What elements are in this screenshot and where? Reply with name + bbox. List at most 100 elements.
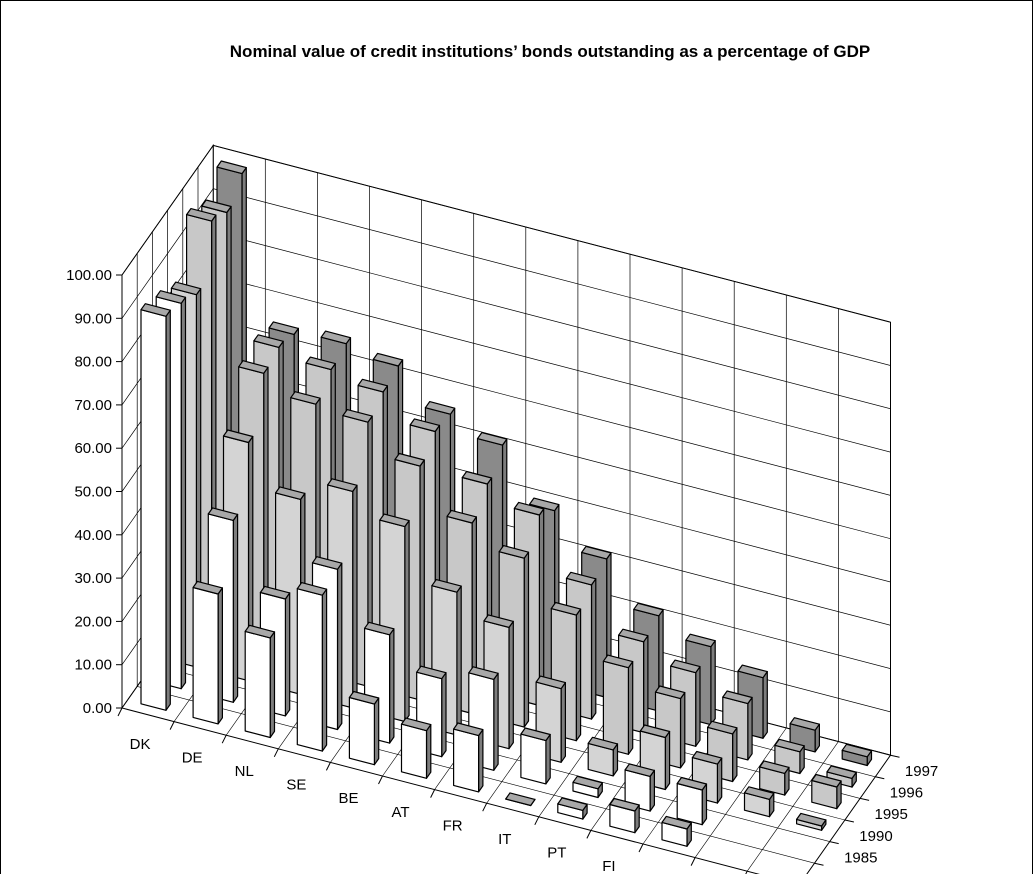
x-tick <box>221 734 227 744</box>
x-tick-label: BE <box>338 790 358 807</box>
bar-top <box>244 624 276 639</box>
bar-top <box>737 664 768 679</box>
bar-side <box>180 296 187 690</box>
bar-GR-1997 <box>841 743 873 767</box>
bar-top <box>670 659 701 674</box>
bar-DK-1980 <box>140 303 171 711</box>
bar-IT-1985 <box>520 727 551 785</box>
bar-top <box>513 501 545 516</box>
bar-top <box>535 675 567 690</box>
bar-top <box>170 281 202 296</box>
chart-title: Nominal value of credit institutions’ bo… <box>230 42 870 61</box>
bar-ES-1980 <box>661 815 692 847</box>
bar-PT-1990 <box>587 736 619 777</box>
x-tick-label: DK <box>130 736 151 753</box>
bar-side <box>575 608 582 742</box>
bar-front <box>140 309 167 711</box>
bar-GR-1990 <box>795 812 827 831</box>
bar-NL-1980 <box>244 624 276 739</box>
bar-top <box>296 581 328 596</box>
bar-side <box>493 672 499 771</box>
bar-front <box>676 782 703 826</box>
bar-top <box>453 722 484 737</box>
y-tick-label: 50.00 <box>74 484 112 501</box>
bar-IT-1980 <box>505 792 536 807</box>
chart-bars <box>140 160 873 847</box>
y-tick-label: 60.00 <box>74 440 112 457</box>
bar-top <box>192 580 223 595</box>
bar-side <box>389 628 395 744</box>
depth-tick-label: 1995 <box>875 806 908 823</box>
bar-ES-1985 <box>676 776 708 826</box>
bar-top <box>483 614 514 629</box>
y-tick-label: 40.00 <box>74 527 112 544</box>
bar-side <box>284 592 291 717</box>
x-tick <box>745 870 748 874</box>
bar-top <box>774 738 805 753</box>
bar-top <box>290 391 321 405</box>
bar-top <box>811 773 842 788</box>
bar-top <box>155 290 187 304</box>
bar-top <box>394 452 425 467</box>
bar-top <box>676 776 708 791</box>
bar-top <box>327 478 358 492</box>
y-tick-label: 30.00 <box>74 570 112 587</box>
bar-side <box>217 587 223 725</box>
bar-front <box>453 728 480 793</box>
bar-top <box>685 633 716 648</box>
depth-tick-label: 1996 <box>890 785 923 802</box>
bar-side <box>523 551 530 728</box>
bar-AT-1980 <box>400 717 432 779</box>
x-tick-label: FR <box>443 817 463 834</box>
y-tick-label: 80.00 <box>74 354 112 371</box>
bar-top <box>468 666 499 681</box>
bar-top <box>602 654 634 669</box>
bar-PT-1985 <box>572 775 603 799</box>
bar-side <box>352 484 358 709</box>
bar-top <box>706 720 738 735</box>
bar-top <box>841 743 873 758</box>
x-tick <box>273 748 279 758</box>
x-tick-label: FI <box>602 858 615 874</box>
bar-front <box>602 660 630 755</box>
bar-side <box>165 309 171 711</box>
depth-tick-label: 1985 <box>844 849 877 866</box>
bar-side <box>478 728 484 793</box>
x-tick <box>690 857 696 866</box>
bar-SE-1980 <box>296 581 328 752</box>
bar-side <box>425 723 432 779</box>
bar-IE-1990 <box>743 786 775 818</box>
x-tick-label: PT <box>547 845 566 862</box>
bar-IE-1995 <box>759 760 790 796</box>
bar-top <box>581 545 612 560</box>
bar-top <box>400 717 432 732</box>
depth-tick <box>859 797 870 801</box>
bar-top <box>357 378 388 393</box>
bar-side <box>695 665 701 747</box>
bar-side <box>441 672 447 758</box>
bar-top <box>633 602 664 617</box>
x-tick-label: AT <box>392 804 410 821</box>
bar-top <box>789 717 821 731</box>
bar-top <box>624 763 656 778</box>
bar-top <box>505 792 536 807</box>
bar-top <box>759 760 790 775</box>
bar-top <box>446 509 477 524</box>
bar-top <box>275 486 306 500</box>
bar-top <box>654 685 686 700</box>
bar-top <box>216 160 247 175</box>
bar-FI-1980 <box>609 797 640 834</box>
depth-tick-label: 1997 <box>905 763 938 780</box>
bar-front <box>520 733 547 785</box>
bar-side <box>590 578 597 720</box>
bar-FI-1985 <box>624 763 656 812</box>
bar-top <box>461 470 493 485</box>
x-tick-label: ES <box>651 872 671 874</box>
bar-top <box>617 628 649 643</box>
bar-side <box>642 635 649 734</box>
bar-side <box>560 681 567 763</box>
bar-top <box>201 199 232 214</box>
bar-top <box>587 736 619 751</box>
bar-side <box>336 562 343 731</box>
